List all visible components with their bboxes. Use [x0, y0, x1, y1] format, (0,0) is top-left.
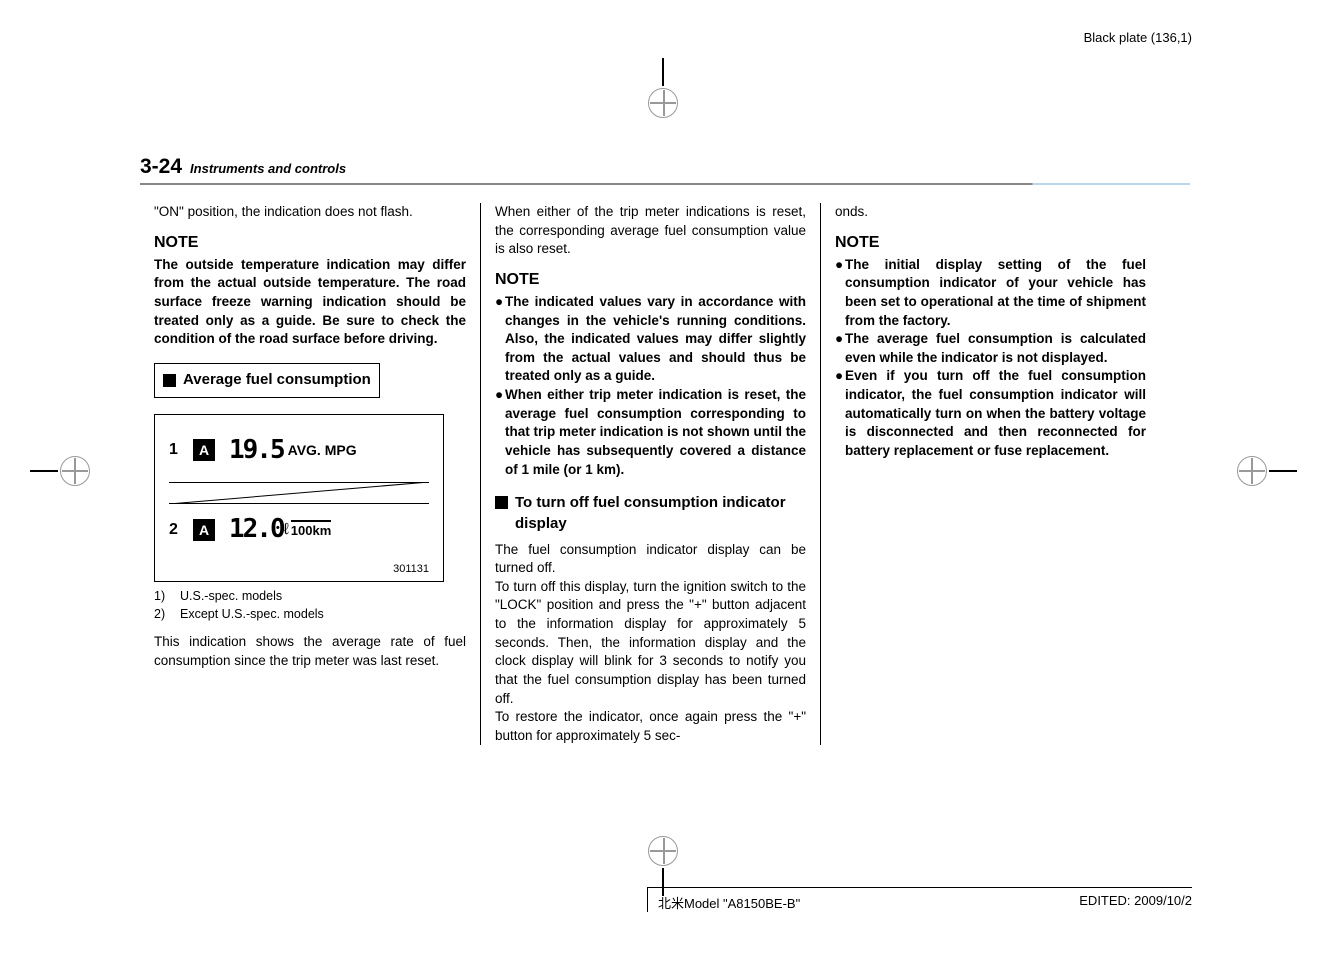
bullet-text: When either trip meter indication is res…	[505, 386, 806, 479]
bullet-dot-icon: ●	[495, 293, 505, 386]
trip-a-box: A	[193, 519, 215, 541]
bullet-text: The indicated values vary in accordance …	[505, 293, 806, 386]
note-bullet: ● Even if you turn off the fuel consumpt…	[835, 367, 1146, 460]
crop-mark-left	[30, 470, 58, 472]
legend-text: U.S.-spec. models	[180, 588, 282, 605]
note-bullet: ● When either trip meter indication is r…	[495, 386, 806, 479]
body-text: To turn off this display, turn the ignit…	[495, 578, 806, 708]
column-2: When either of the trip meter indication…	[480, 203, 820, 745]
bullet-text: Even if you turn off the fuel consumptio…	[845, 367, 1146, 460]
note-body: The outside temperature indication may d…	[154, 256, 466, 349]
bullet-dot-icon: ●	[835, 330, 845, 367]
bullet-dot-icon: ●	[495, 386, 505, 479]
note-bullet: ● The initial display setting of the fue…	[835, 256, 1146, 331]
page-content: 3-24 Instruments and controls "ON" posit…	[140, 155, 1190, 745]
crop-mark-right	[1269, 470, 1297, 472]
note-heading: NOTE	[495, 269, 806, 291]
figure-label-2: 2	[169, 519, 193, 541]
crop-cross	[1239, 470, 1265, 472]
column-3: onds. NOTE ● The initial display setting…	[820, 203, 1160, 745]
figure-label-1: 1	[169, 439, 193, 461]
figure-separator	[169, 482, 429, 504]
bullet-dot-icon: ●	[835, 367, 845, 460]
subsection-title: Average fuel consumption	[183, 370, 371, 391]
column-1: "ON" position, the indication does not f…	[140, 203, 480, 745]
subsection-heading: To turn off fuel consumption indicator d…	[495, 493, 806, 534]
legend-text: Except U.S.-spec. models	[180, 606, 324, 623]
page-number: 3-24	[140, 155, 182, 179]
footer-box: 北米Model "A8150BE-B" EDITED: 2009/10/2	[647, 887, 1192, 912]
legend-row: 2) Except U.S.-spec. models	[154, 606, 466, 623]
crop-cross	[650, 850, 676, 852]
bullet-text: The initial display setting of the fuel …	[845, 256, 1146, 331]
legend-num: 2)	[154, 606, 180, 623]
figure-code: 301131	[169, 562, 429, 577]
note-heading: NOTE	[154, 232, 466, 254]
body-text: "ON" position, the indication does not f…	[154, 203, 466, 222]
seg-display-2: 12.0	[229, 512, 284, 548]
square-bullet-icon	[163, 374, 176, 387]
header-rule	[140, 183, 1190, 185]
note-bullet: ● The average fuel consumption is calcul…	[835, 330, 1146, 367]
crop-mark-top	[662, 58, 664, 86]
legend-num: 1)	[154, 588, 180, 605]
body-text: When either of the trip meter indication…	[495, 203, 806, 259]
note-bullet: ● The indicated values vary in accordanc…	[495, 293, 806, 386]
body-text: This indication shows the average rate o…	[154, 633, 466, 670]
body-text: The fuel consumption indicator display c…	[495, 541, 806, 578]
unit-label-1: AVG. MPG	[288, 441, 357, 460]
unit-label-2: 100km	[291, 520, 331, 540]
figure: 1 A 19.5 AVG. MPG 2 A 12.0 ℓ 100km 30113…	[154, 414, 444, 583]
figure-row-1: 1 A 19.5 AVG. MPG	[169, 433, 429, 469]
figure-row-2: 2 A 12.0 ℓ 100km	[169, 512, 429, 548]
square-bullet-icon	[495, 496, 508, 509]
seg-display-1: 19.5	[229, 433, 284, 469]
footer-edited: EDITED: 2009/10/2	[1079, 893, 1192, 912]
legend-row: 1) U.S.-spec. models	[154, 588, 466, 605]
figure-legend: 1) U.S.-spec. models 2) Except U.S.-spec…	[154, 588, 466, 623]
note-heading: NOTE	[835, 232, 1146, 254]
body-text: onds.	[835, 203, 1146, 222]
black-plate-label: Black plate (136,1)	[1084, 30, 1192, 45]
subsection-heading-box: Average fuel consumption	[154, 363, 380, 398]
liter-symbol: ℓ	[284, 519, 289, 541]
columns: "ON" position, the indication does not f…	[140, 203, 1190, 745]
crop-cross	[650, 102, 676, 104]
subsection-title: To turn off fuel consumption indicator d…	[515, 493, 806, 534]
bullet-text: The average fuel consumption is calculat…	[845, 330, 1146, 367]
footer-model: 北米Model "A8150BE-B"	[658, 893, 800, 912]
bullet-dot-icon: ●	[835, 256, 845, 331]
trip-a-box: A	[193, 439, 215, 461]
body-text: To restore the indicator, once again pre…	[495, 708, 806, 745]
section-title: Instruments and controls	[190, 161, 346, 176]
crop-cross	[62, 470, 88, 472]
page-header: 3-24 Instruments and controls	[140, 155, 1190, 179]
